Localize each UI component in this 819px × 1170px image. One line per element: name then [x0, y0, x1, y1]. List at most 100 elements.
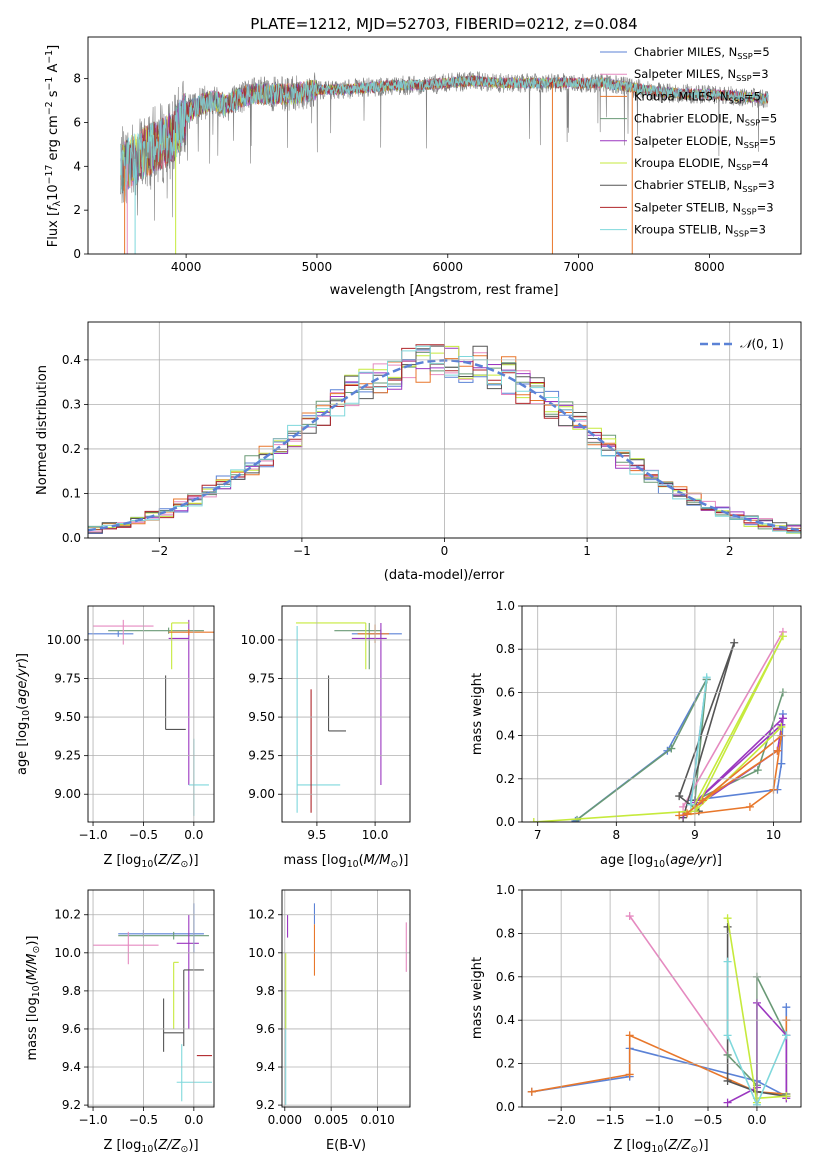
mass-weight-marker	[527, 1087, 536, 1096]
mass-weight-marker	[723, 1050, 732, 1059]
residuals-xtick-label: 1	[583, 544, 591, 558]
spectrum-ylabel: Flux [fλ10−17 erg cm−2 s−1 A−1]	[44, 45, 63, 247]
residuals-ytick-label: 0.3	[62, 397, 81, 411]
mass-weight-marker	[782, 1003, 791, 1012]
age_vs_mass-ytick-label: 9.75	[248, 672, 275, 686]
mass_vs_EBV-xtick-label: 0.010	[360, 1113, 394, 1127]
mass-weight-line	[726, 961, 788, 1107]
spectrum-data-line	[120, 71, 769, 221]
mass-weight-marker	[625, 912, 634, 921]
spectrum-ytick-label: 0	[73, 247, 81, 261]
massweight_vs_age-ytick-label: 0.2	[496, 772, 515, 786]
mass-weight-marker	[723, 922, 732, 931]
legend-entry: Kroupa MILES, NSSP=5	[634, 89, 761, 105]
massweight_vs_age-xtick-label: 7	[534, 828, 542, 842]
massweight_vs_Z-ytick-label: 0.2	[496, 1057, 515, 1071]
mass-weight-marker	[686, 800, 695, 809]
massweight_vs_age-ytick-label: 1.0	[496, 599, 515, 613]
mass-weight-marker	[625, 1031, 634, 1040]
spectrum-title: PLATE=1212, MJD=52703, FIBERID=0212, z=0…	[250, 15, 637, 33]
mass_vs_EBV-ytick-label: 9.2	[256, 1098, 275, 1112]
mass-weight-marker	[698, 796, 707, 805]
spectrum-ytick-label: 6	[73, 115, 81, 129]
mass_vs_Z-frame	[87, 889, 215, 1108]
mass-weight-marker	[702, 673, 711, 682]
mass-weight-marker	[723, 1098, 732, 1107]
massweight_vs_age-xtick-label: 9	[691, 828, 699, 842]
mass_vs_Z-xtick-label: 0.0	[184, 1113, 203, 1127]
mass-weight-marker	[675, 811, 684, 820]
age_vs_Z-xtick-label: −1.0	[78, 828, 107, 842]
massweight_vs_Z-xtick-label: −0.5	[693, 1113, 722, 1127]
spectrum-frame	[87, 36, 802, 255]
residuals-xtick-label: 2	[726, 544, 734, 558]
massweight_vs_Z-xtick-label: −2.0	[547, 1113, 576, 1127]
mass-weight-marker	[529, 818, 538, 822]
spectrum-model-line	[120, 76, 769, 193]
mass-weight-line	[576, 679, 784, 821]
mass-weight-line	[682, 631, 784, 808]
age_vs_mass-ytick-label: 9.25	[248, 749, 275, 763]
mass_vs_EBV-frame	[281, 889, 411, 1108]
age_vs_Z-ytick-label: 9.00	[54, 787, 81, 801]
mass_vs_Z-plot-area	[93, 903, 212, 1102]
legend-entry: Kroupa ELODIE, NSSP=4	[634, 156, 769, 172]
residuals-frame	[87, 321, 802, 539]
residuals-ytick-label: 0.4	[62, 353, 81, 367]
residuals-xtick-label: 0	[441, 544, 449, 558]
age_vs_Z-xtick-label: 0.0	[184, 828, 203, 842]
massweight_vs_age-xtick-label: 8	[612, 828, 620, 842]
mass-weight-line	[690, 677, 708, 805]
mwage-ylabel: mass weight	[470, 673, 485, 755]
mass-weight-marker	[723, 957, 732, 966]
mwage-xlabel: age [log10(age/yr)]	[600, 853, 722, 870]
mass_vs_EBV-ytick-label: 10.0	[248, 946, 275, 960]
age_vs_mass-ytick-label: 10.00	[241, 633, 275, 647]
age_vs_mass-xtick-label: 9.5	[307, 828, 326, 842]
mass-weight-marker	[683, 809, 692, 818]
mass_vs_EBV-xtick-label: 0.005	[314, 1113, 348, 1127]
massweight_vs_age-plot-area	[529, 627, 787, 822]
legend-entry: Salpeter ELODIE, NSSP=5	[634, 134, 776, 150]
spectrum-xtick-label: 8000	[694, 260, 725, 274]
mass_vs_EBV-ytick-label: 10.2	[248, 908, 275, 922]
massweight_vs_age-frame	[521, 605, 802, 823]
legend-entry: Chabrier ELODIE, NSSP=5	[634, 112, 777, 128]
spectrum-xlabel: wavelength [Angstrom, rest frame]	[330, 283, 559, 298]
spectrum-ytick-label: 8	[73, 72, 81, 86]
mass_vs_Z-ytick-label: 10.0	[54, 946, 81, 960]
mass-weight-marker	[625, 1070, 634, 1079]
legend-entry: Salpeter MILES, NSSP=3	[634, 67, 769, 83]
mass_vs_EBV-xtick-label: 0.000	[268, 1113, 302, 1127]
mass-weight-marker	[745, 802, 754, 811]
mass_vs_EBV-ytick-label: 9.8	[256, 984, 275, 998]
mass-weight-marker	[778, 632, 787, 641]
massweight_vs_Z-xtick-label: −1.5	[596, 1113, 625, 1127]
mass_vs_Z-ytick-label: 9.6	[62, 1022, 81, 1036]
mass_vs_Z-ytick-label: 10.2	[54, 908, 81, 922]
mwZ-ylabel: mass weight	[470, 957, 485, 1039]
age_vs_Z-ytick-label: 9.25	[54, 749, 81, 763]
age_vs_mass-ytick-label: 9.50	[248, 710, 275, 724]
legend-entry: Chabrier STELIB, NSSP=3	[634, 178, 775, 194]
spectrum-plot-area	[120, 71, 769, 254]
massweight_vs_Z-xtick-label: −1.0	[644, 1113, 673, 1127]
massZ-ylabel: mass [log10(M/M⊙)]	[25, 936, 42, 1061]
agemass-xlabel: mass [log10(M/M⊙)]	[284, 853, 409, 870]
age_vs_Z-ytick-label: 9.75	[54, 672, 81, 686]
legend-entry: Chabrier MILES, NSSP=5	[634, 45, 770, 61]
age_vs_Z-frame	[87, 605, 215, 823]
mass-weight-marker	[571, 816, 580, 822]
age_vs_Z-ytick-label: 10.00	[47, 633, 81, 647]
legend-entry: Salpeter STELIB, NSSP=3	[634, 200, 774, 216]
spectrum-ytick-label: 2	[73, 203, 81, 217]
spectrum-xtick-label: 4000	[171, 260, 202, 274]
age_vs_mass-frame	[281, 605, 411, 823]
ageZ-ylabel: age [log10(age/yr)]	[15, 653, 32, 775]
residual-xlabel: (data-model)/error	[384, 568, 505, 583]
massweight_vs_age-ytick-label: 0.4	[496, 729, 515, 743]
mass-weight-marker	[778, 714, 787, 723]
mass-weight-line	[629, 915, 729, 1056]
mass-weight-marker	[777, 722, 786, 731]
